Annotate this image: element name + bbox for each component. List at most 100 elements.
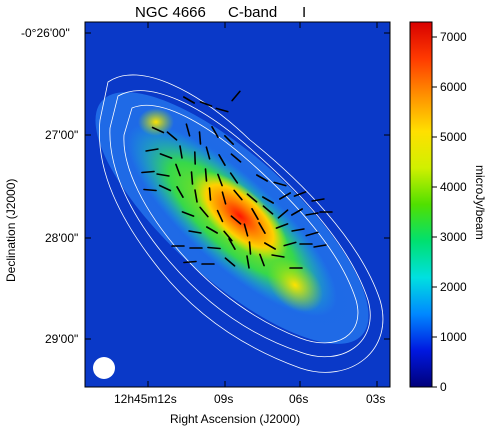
polarization-vector xyxy=(185,123,191,137)
polarization-vector xyxy=(156,173,170,177)
polarization-vector xyxy=(143,188,157,192)
polarization-vector xyxy=(204,168,208,182)
polarization-vector xyxy=(158,184,172,192)
polarization-vector xyxy=(199,206,209,218)
colorbar xyxy=(409,21,433,388)
polarization-vector xyxy=(228,238,236,250)
x-tick-label: 09s xyxy=(214,392,234,406)
polarization-vector xyxy=(190,171,194,185)
polarization-vector xyxy=(208,187,212,201)
x-tick-label: 03s xyxy=(366,392,386,406)
core-emission xyxy=(192,171,288,261)
polarization-vector xyxy=(181,211,195,217)
polarization-vector xyxy=(145,148,159,152)
x-axis-title: Right Ascension (J2000) xyxy=(170,412,301,426)
polarization-vector xyxy=(248,241,252,255)
polarization-vector xyxy=(283,241,297,247)
polarization-vector xyxy=(221,191,227,205)
polarization-vector xyxy=(258,222,266,234)
polarization-vector xyxy=(224,257,236,267)
polarization-vector xyxy=(246,255,250,269)
polarization-vector xyxy=(224,135,234,145)
polarization-vector xyxy=(211,126,219,138)
y-tick-label: 29'00" xyxy=(45,332,79,346)
polarization-vector xyxy=(215,107,229,113)
polarization-vectors xyxy=(141,90,333,269)
polarization-vector xyxy=(183,260,197,264)
polarization-vector xyxy=(223,230,233,242)
x-tick-label: 06s xyxy=(289,392,309,406)
polarization-vector xyxy=(176,186,184,198)
colorbar-title: microJy/beam xyxy=(473,165,487,240)
chart-title-name: NGC 4666 xyxy=(135,4,206,21)
sw-knot xyxy=(267,258,323,312)
ne-knot xyxy=(138,108,174,136)
beam-ellipse xyxy=(93,357,115,379)
polarization-vector xyxy=(230,153,242,163)
polarization-vector xyxy=(205,146,211,160)
polarization-vector xyxy=(166,131,178,141)
polarization-vector xyxy=(305,212,319,216)
colorbar-tick-label: 6000 xyxy=(440,80,467,94)
polarization-vector xyxy=(271,254,285,258)
polarization-vector xyxy=(243,223,249,237)
polarization-vector xyxy=(216,209,224,223)
polarization-vector xyxy=(183,96,195,104)
intensity-map xyxy=(85,22,390,387)
polarization-vector xyxy=(194,189,198,203)
y-tick-label: 28'00" xyxy=(45,231,79,245)
polarization-vector xyxy=(179,145,183,159)
polarization-vector xyxy=(198,131,202,145)
contours xyxy=(98,74,384,373)
polarization-vector xyxy=(273,181,287,187)
polarization-vector xyxy=(229,172,239,184)
x-tick-label: 12h45m12s xyxy=(114,392,177,406)
polarization-vector xyxy=(230,215,242,225)
colorbar-tick-label: 7000 xyxy=(440,30,467,44)
contour-level-3 xyxy=(123,104,359,344)
colorbar-tick-label: 5000 xyxy=(440,130,467,144)
polarization-vector xyxy=(231,90,241,102)
polarization-vector xyxy=(188,230,202,234)
colorbar-tick-label: 1000 xyxy=(440,330,467,344)
polarization-vector xyxy=(217,173,223,187)
y-tick-label: 27'00" xyxy=(45,128,79,142)
polarization-vector xyxy=(206,226,218,234)
polarization-vector xyxy=(259,253,265,267)
polarization-vector xyxy=(291,228,305,232)
colorbar-ticks xyxy=(432,36,437,388)
polarization-vector xyxy=(199,101,213,107)
polarization-vector xyxy=(278,192,292,200)
y-tick-label: -0°26'00" xyxy=(21,26,70,40)
contour-level-1 xyxy=(98,74,384,373)
polarization-vector xyxy=(261,196,275,204)
polarization-vector xyxy=(175,163,181,177)
polarization-vector xyxy=(277,209,289,219)
polarization-vector xyxy=(311,198,325,202)
polarization-vector xyxy=(159,153,173,159)
polarization-vector xyxy=(251,208,259,220)
polarization-vector xyxy=(246,193,258,203)
colorbar-tick-label: 3000 xyxy=(440,230,467,244)
polarization-vector xyxy=(218,154,226,166)
axis-ticks xyxy=(85,22,390,387)
polarization-vector xyxy=(275,223,289,229)
colorbar-tick-label: 2000 xyxy=(440,280,467,294)
colorbar-tick-label: 4000 xyxy=(440,180,467,194)
polarization-vector xyxy=(290,208,304,216)
polarization-vector xyxy=(233,189,243,201)
contour-level-2 xyxy=(109,90,371,358)
polarization-vector xyxy=(141,170,155,174)
chart-title-stokes: I xyxy=(302,4,307,21)
polarization-vector xyxy=(255,174,269,182)
polarization-vector xyxy=(207,246,221,250)
polarization-vector xyxy=(262,205,274,215)
polarization-vector xyxy=(313,244,327,248)
polarization-vector xyxy=(263,242,277,250)
y-axis-title: Declination (J2000) xyxy=(4,178,18,282)
chart-title-band: C-band xyxy=(228,4,278,21)
polarization-vector xyxy=(305,231,319,237)
polarization-vector xyxy=(151,126,165,134)
plot-frame xyxy=(84,21,391,388)
